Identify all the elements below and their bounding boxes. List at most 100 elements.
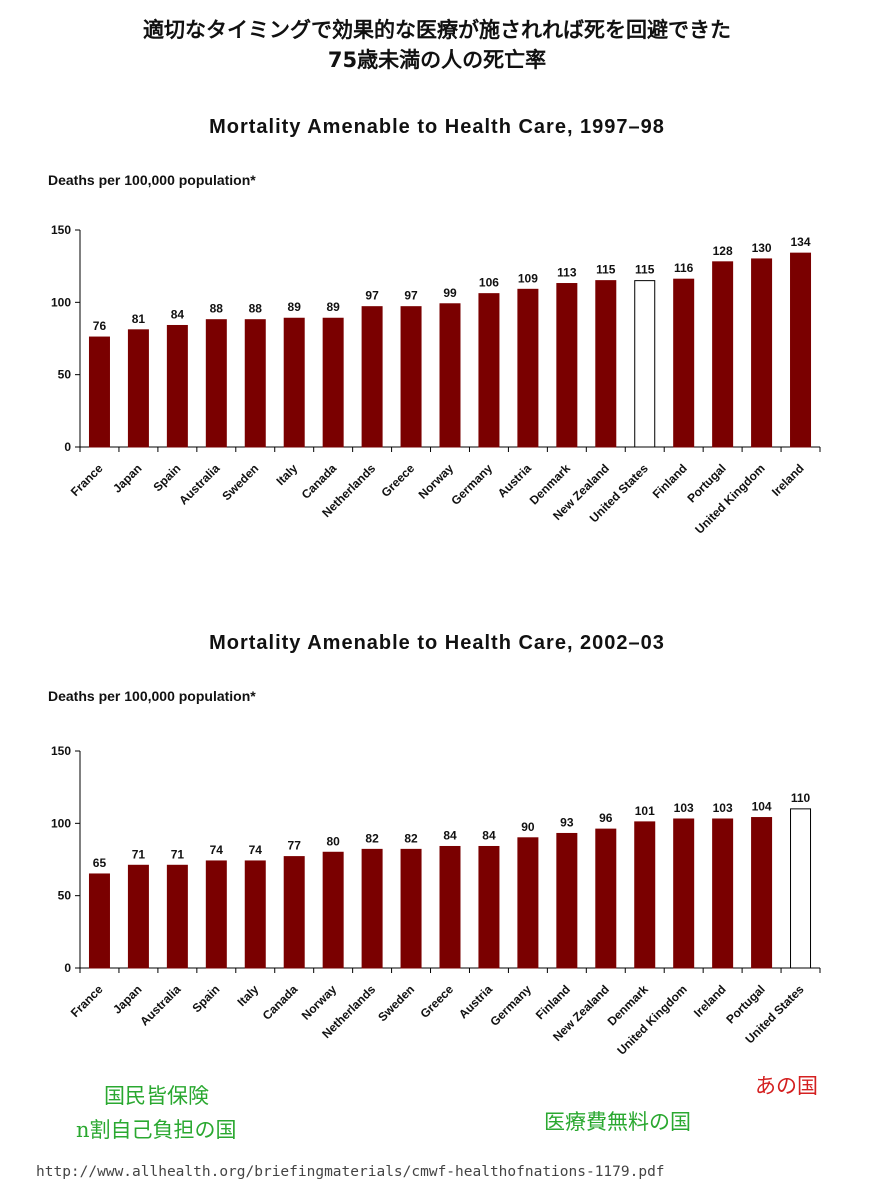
- chart1-bar: [751, 258, 773, 448]
- chart1-bar: [361, 306, 383, 448]
- chart1-bar: [88, 336, 110, 448]
- chart2-bar: [556, 832, 578, 969]
- chart2-data-label: 74: [249, 843, 263, 857]
- chart2-y-tick-label: 50: [58, 889, 72, 903]
- chart1-y-tick-label: 50: [58, 368, 72, 382]
- chart1-data-label: 109: [518, 271, 538, 285]
- chart2-bar: [595, 828, 617, 969]
- chart1-bar: [478, 293, 500, 448]
- chart2-plot: 0 50 100 150 65 France 71 Japan 71 Australia 74 Spa…: [51, 744, 821, 1058]
- chart1-y-axis-label: Deaths per 100,000 population*: [48, 172, 256, 188]
- chart2-bar: [712, 818, 734, 969]
- chart1-y-tick-label: 0: [64, 440, 71, 454]
- chart1-data-label: 115: [596, 263, 616, 277]
- chart2-bar: [673, 818, 695, 969]
- chart2-bar: [517, 837, 539, 969]
- annotation-free-care-countries: 医療費無料の国: [544, 1110, 691, 1134]
- chart1-data-label: 97: [365, 289, 379, 303]
- chart2-bar: [400, 848, 422, 969]
- chart2-data-label: 82: [365, 831, 379, 845]
- chart1-data-label: 128: [713, 244, 733, 258]
- chart2-category-label: Spain: [189, 982, 222, 1015]
- chart1-bar: [595, 280, 617, 448]
- chart1-bar: [634, 280, 656, 448]
- chart1-data-label: 115: [635, 263, 655, 277]
- chart1-bar: [166, 324, 188, 448]
- chart2-category-label: France: [68, 982, 106, 1020]
- chart2-data-label: 103: [713, 801, 733, 815]
- chart2-y-tick-label: 100: [51, 816, 71, 830]
- chart2-data-label: 80: [326, 834, 340, 848]
- chart1-data-label: 84: [171, 307, 185, 321]
- chart1-data-label: 106: [479, 276, 499, 290]
- chart2-data-label: 103: [674, 801, 694, 815]
- chart2-bar: [322, 851, 344, 969]
- chart1-bar: [283, 317, 305, 448]
- chart1-data-label: 130: [752, 241, 772, 255]
- chart1-data-label: 81: [132, 312, 146, 326]
- chart2-category-label: Australia: [137, 982, 183, 1028]
- chart2-data-label: 110: [791, 791, 811, 805]
- chart1-bar: [673, 278, 695, 448]
- chart2-bar: [166, 864, 188, 969]
- chart2-title: Mortality Amenable to Health Care, 2002–…: [209, 632, 665, 654]
- chart2-category-label: Japan: [110, 982, 144, 1016]
- chart2-data-label: 74: [210, 843, 224, 857]
- chart2-category-label: Ireland: [691, 982, 729, 1020]
- chart1-data-label: 76: [93, 319, 107, 333]
- chart2-data-label: 71: [132, 847, 146, 861]
- page-title-line2: 75歳未満の人の死亡率: [327, 48, 547, 72]
- chart2-category-label: United Kingdom: [614, 982, 689, 1057]
- chart2-category-label: Austria: [456, 982, 495, 1021]
- chart2-bar: [244, 860, 266, 969]
- chart1-data-label: 89: [326, 300, 340, 314]
- chart2-bar: [634, 821, 656, 969]
- chart2-category-label: Greece: [417, 982, 456, 1021]
- chart2-y-tick-label: 150: [51, 744, 71, 758]
- chart2-bar: [439, 845, 461, 969]
- annotation-copay-countries: n割自己負担の国: [76, 1118, 237, 1142]
- chart1-data-label: 99: [443, 286, 457, 300]
- chart2-bar: [790, 808, 812, 969]
- chart2-data-label: 77: [288, 839, 302, 853]
- chart1-data-label: 97: [404, 289, 418, 303]
- chart1-data-label: 88: [210, 302, 224, 316]
- chart2-data-label: 104: [752, 800, 772, 814]
- chart2-data-label: 82: [404, 831, 418, 845]
- chart1-bar: [322, 317, 344, 448]
- source-url: http://www.allhealth.org/briefingmateria…: [36, 1164, 665, 1180]
- chart1-data-label: 88: [249, 302, 263, 316]
- chart2-category-label: Canada: [260, 982, 301, 1023]
- chart2-bar: [751, 817, 773, 969]
- chart1-bar: [556, 283, 578, 448]
- page-title-line1: 適切なタイミングで効果的な医療が施されれば死を回避できた: [143, 18, 731, 42]
- chart1-y-tick-label: 150: [51, 223, 71, 237]
- chart2-data-label: 93: [560, 815, 574, 829]
- annotation-universal-insurance: 国民皆保険: [104, 1084, 209, 1108]
- chart1-plot: 05010015076France81Japan84Spain88Austral…: [51, 223, 821, 537]
- chart2-data-label: 84: [443, 828, 457, 842]
- chart2-data-label: 90: [521, 820, 535, 834]
- chart1-data-label: 89: [288, 300, 302, 314]
- chart2-category-label: Germany: [487, 982, 534, 1029]
- chart1-bar: [127, 329, 149, 448]
- chart2-data-label: 101: [635, 804, 655, 818]
- chart1-bar: [400, 306, 422, 448]
- chart1-bar: [790, 252, 812, 448]
- chart2-bar: [478, 845, 500, 969]
- chart1-bar: [439, 303, 461, 448]
- chart2-data-label: 71: [171, 847, 185, 861]
- chart2-category-label: Italy: [235, 982, 262, 1009]
- chart1-bar: [712, 261, 734, 448]
- chart1-data-label: 116: [674, 261, 694, 275]
- chart2-bar: [88, 873, 110, 969]
- chart2-bar: [361, 848, 383, 969]
- chart2-bar: [283, 856, 305, 969]
- chart1-data-label: 134: [791, 235, 811, 249]
- chart1-bar: [205, 319, 227, 448]
- chart1-bar: [517, 288, 539, 448]
- chart2-category-label: Sweden: [375, 982, 417, 1024]
- chart1-bar: [244, 319, 266, 448]
- chart2-data-label: 96: [599, 811, 613, 825]
- chart2-bar: [205, 860, 227, 969]
